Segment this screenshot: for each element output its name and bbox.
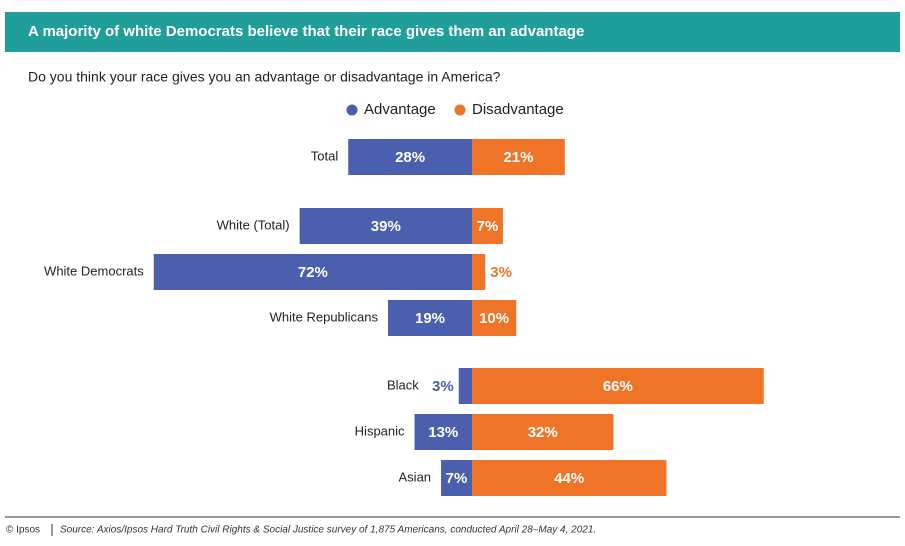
category-label: Black	[387, 377, 419, 392]
value-label: 7%	[446, 470, 468, 487]
source-credit: © Ipsos	[6, 525, 40, 536]
bar	[472, 414, 614, 450]
bar	[472, 300, 517, 336]
bar	[348, 139, 472, 175]
legend-marker	[454, 104, 466, 116]
value-label: 3%	[490, 264, 512, 281]
bar	[472, 139, 565, 175]
legend-label: Disadvantage	[472, 101, 564, 118]
value-label: 66%	[603, 378, 633, 395]
value-label: 28%	[395, 149, 425, 166]
bar	[472, 460, 667, 496]
value-label: 19%	[415, 310, 445, 327]
value-label: 10%	[479, 310, 509, 327]
bar	[472, 254, 486, 290]
category-label: Total	[311, 148, 339, 163]
bar	[153, 254, 472, 290]
value-label: 32%	[528, 424, 558, 441]
category-label: White Republicans	[270, 309, 379, 324]
bar	[299, 208, 472, 244]
category-label: Asian	[399, 469, 432, 484]
chart-title: A majority of white Democrats believe th…	[28, 23, 584, 40]
category-label: White (Total)	[217, 217, 290, 232]
bar	[441, 460, 472, 496]
value-label: 7%	[477, 218, 499, 235]
legend-label: Advantage	[364, 101, 436, 118]
bar	[472, 208, 503, 244]
value-label: 3%	[432, 378, 454, 395]
value-label: 21%	[503, 149, 533, 166]
chart-subtitle: Do you think your race gives you an adva…	[28, 69, 501, 85]
source-note: Source: Axios/Ipsos Hard Truth Civil Rig…	[60, 525, 596, 536]
bar	[472, 368, 764, 404]
value-label: 39%	[371, 218, 401, 235]
title-banner	[5, 12, 900, 52]
value-label: 72%	[298, 264, 328, 281]
category-label: Hispanic	[355, 423, 405, 438]
value-label: 13%	[428, 424, 458, 441]
bar	[388, 300, 472, 336]
bar	[414, 414, 472, 450]
bar	[458, 368, 472, 404]
category-label: White Democrats	[44, 263, 144, 278]
legend-marker	[346, 104, 358, 116]
value-label: 44%	[554, 470, 584, 487]
